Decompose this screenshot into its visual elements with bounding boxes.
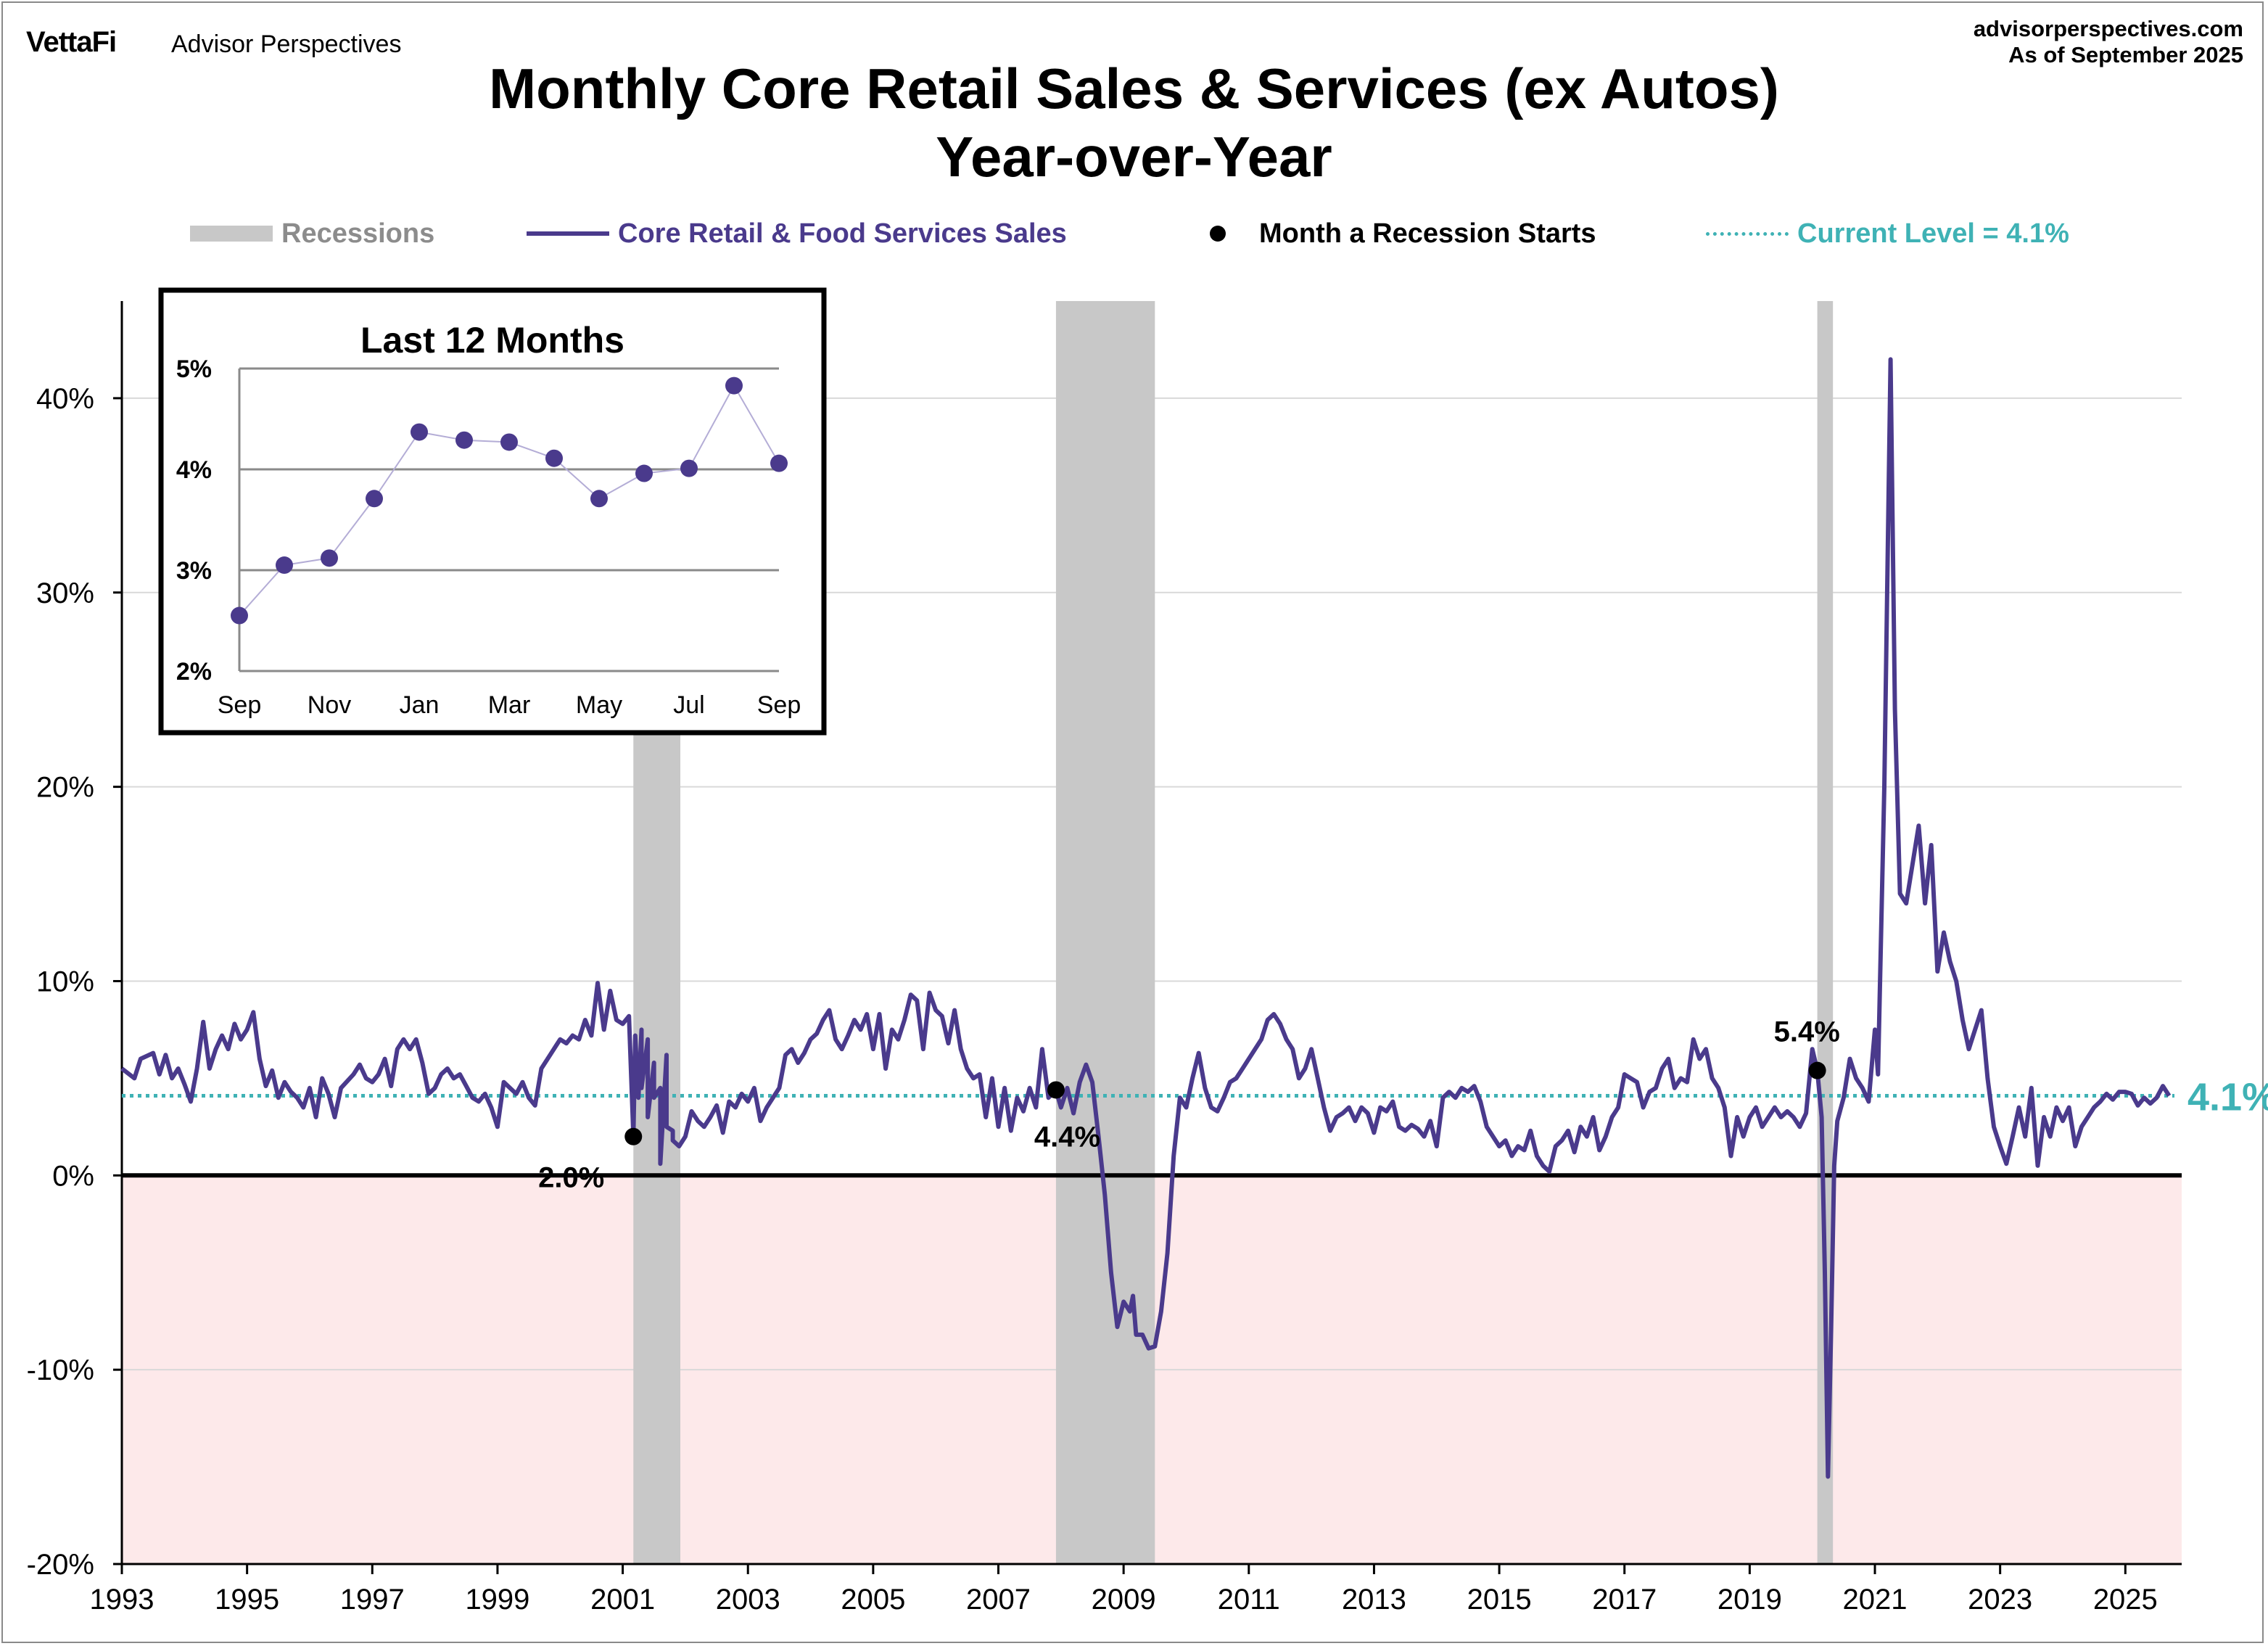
x-tick-label: 2001 — [590, 1584, 655, 1616]
inset-point — [276, 556, 293, 575]
y-tick-label: 20% — [36, 772, 94, 804]
source-site: advisorperspectives.com — [1973, 16, 2243, 41]
y-tick-label: 30% — [36, 577, 94, 609]
chart-title-line2: Year-over-Year — [936, 125, 1332, 189]
inset-y-tick-label: 5% — [176, 355, 212, 383]
x-tick-label: 2005 — [841, 1584, 905, 1616]
inset-x-tick-label: Sep — [757, 691, 801, 719]
inset-frame — [158, 287, 827, 736]
inset-point — [366, 490, 383, 508]
y-tick-label: 40% — [36, 383, 94, 415]
inset-x-tick-label: Sep — [218, 691, 262, 719]
recession-start-label: 2.0% — [538, 1162, 604, 1194]
x-tick-label: 1995 — [215, 1584, 279, 1616]
dotted-swatch-icon — [1706, 231, 1789, 236]
recession-swatch-icon — [190, 226, 273, 242]
inset-point — [680, 459, 698, 477]
x-tick-label: 2013 — [1342, 1584, 1406, 1616]
inset-x-tick-label: Nov — [308, 691, 351, 719]
inset-point — [545, 449, 563, 467]
legend-series-label: Core Retail & Food Services Sales — [618, 218, 1067, 249]
x-tick-label: 1997 — [340, 1584, 405, 1616]
recession-start-label: 4.4% — [1034, 1121, 1100, 1153]
brand-logo: VettaFi — [26, 26, 117, 58]
inset-point — [635, 464, 653, 482]
legend-recessions-label: Recessions — [281, 218, 435, 249]
line-swatch-icon — [527, 231, 609, 236]
legend-series: Core Retail & Food Services Sales — [527, 212, 1067, 255]
inset-x-tick-label: Mar — [488, 691, 531, 719]
x-tick-label: 2025 — [2093, 1584, 2158, 1616]
recession-start-label: 5.4% — [1774, 1016, 1840, 1048]
legend-current: Current Level = 4.1% — [1706, 212, 2069, 255]
x-tick-label: 2007 — [966, 1584, 1031, 1616]
inset-point — [411, 423, 428, 441]
as-of-date: As of September 2025 — [2008, 42, 2243, 67]
y-tick-label: 0% — [52, 1160, 94, 1192]
x-tick-label: 2017 — [1592, 1584, 1657, 1616]
legend-recessions: Recessions — [190, 212, 434, 255]
recession-start-dot — [1047, 1081, 1065, 1099]
legend-recession-start-label: Month a Recession Starts — [1259, 218, 1596, 249]
x-tick-label: 2019 — [1718, 1584, 1782, 1616]
inset-point — [321, 549, 338, 567]
inset-chart: Last 12 Months 2% 3% 4% 5% Sep Nov Jan Mar May Jul… — [158, 287, 827, 736]
inset-y-tick-label: 3% — [176, 557, 212, 585]
source-block: advisorperspectives.com As of September … — [1974, 16, 2243, 68]
x-tick-label: 2003 — [716, 1584, 780, 1616]
x-tick-label: 2015 — [1467, 1584, 1532, 1616]
chart-title-line1: Monthly Core Retail Sales & Services (ex… — [489, 57, 1779, 120]
inset-point — [500, 433, 518, 451]
brand-subtitle: Advisor Perspectives — [171, 30, 402, 58]
y-tick-label: -10% — [27, 1354, 94, 1386]
inset-x-tick-label: Jul — [673, 691, 704, 719]
recession-band — [1055, 301, 1155, 1564]
inset-point — [725, 376, 743, 395]
inset-title: Last 12 Months — [360, 320, 624, 361]
x-tick-label: 2021 — [1843, 1584, 1908, 1616]
x-tick-label: 1999 — [465, 1584, 529, 1616]
dot-swatch-icon — [1210, 226, 1226, 242]
inset-point — [455, 431, 473, 449]
inset-y-tick-label: 4% — [176, 456, 212, 484]
inset-point — [231, 606, 248, 625]
current-level-label: 4.1% — [2187, 1075, 2268, 1119]
recession-start-dot — [1808, 1061, 1826, 1079]
y-tick-label: -20% — [27, 1549, 94, 1581]
inset-point — [770, 454, 788, 472]
series-line — [120, 357, 2172, 1479]
x-tick-label: 2023 — [1968, 1584, 2032, 1616]
inset-y-tick-label: 2% — [176, 658, 212, 686]
inset-x-tick-label: May — [576, 691, 622, 719]
x-tick-label: 2009 — [1092, 1584, 1156, 1616]
legend-recession-start: Month a Recession Starts — [1210, 212, 1596, 255]
inset-point — [590, 490, 608, 508]
recession-band — [1817, 301, 1834, 1564]
x-tick-label: 2011 — [1218, 1584, 1280, 1616]
y-tick-label: 10% — [36, 966, 94, 997]
recession-start-dot — [624, 1127, 643, 1145]
x-tick-label: 1993 — [90, 1584, 154, 1616]
legend-current-label: Current Level = 4.1% — [1797, 218, 2069, 249]
inset-x-tick-label: Jan — [400, 691, 440, 719]
